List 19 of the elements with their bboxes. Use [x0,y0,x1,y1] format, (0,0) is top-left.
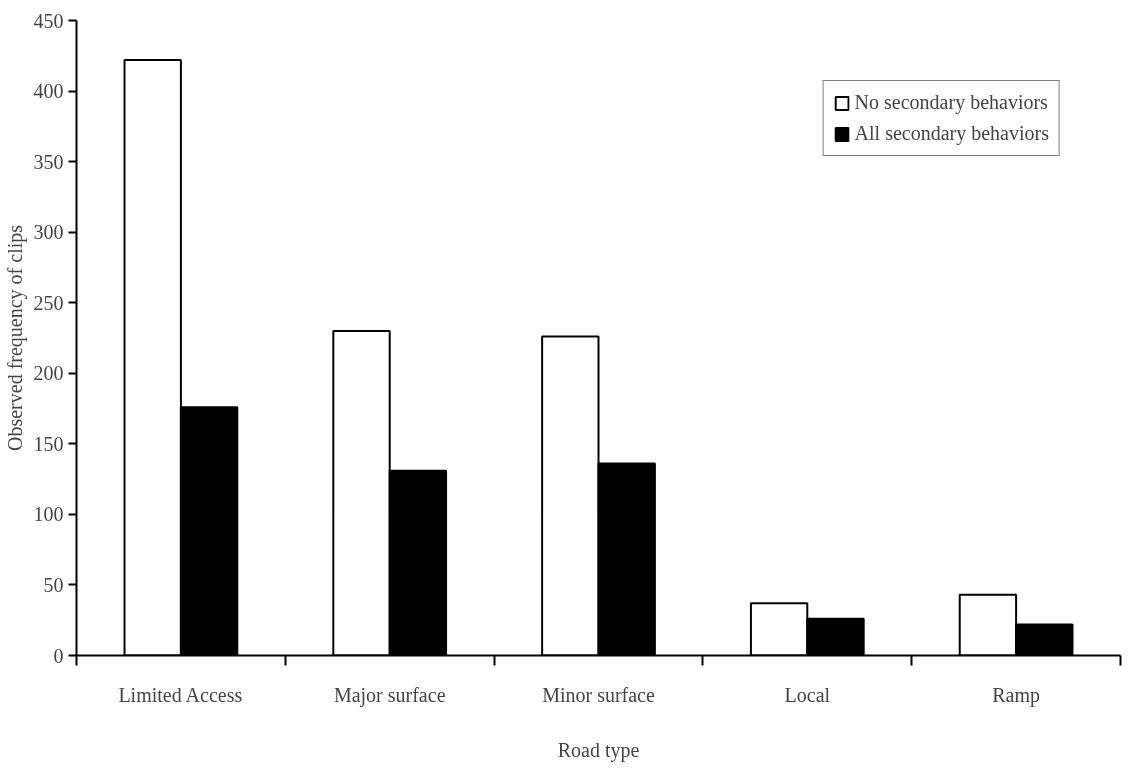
y-tick-label: 100 [33,503,64,526]
x-tick-label: Local [784,683,831,706]
x-tick-label: Major surface [333,683,446,707]
y-tick-label: 200 [33,362,64,385]
y-tick-label: 0 [53,644,64,667]
x-tick-label: Limited Access [118,683,243,706]
x-tick-label: Ramp [992,683,1040,707]
y-tick-label: 450 [33,9,64,32]
y-tick-label: 400 [33,80,64,103]
y-tick-label: 50 [43,573,64,596]
legend-label: No secondary behaviors [854,91,1048,114]
x-tick-label: Minor surface [542,683,655,706]
y-tick-label: 150 [33,432,64,455]
y-tick-label: 300 [33,221,64,244]
y-tick-label: 350 [33,150,64,173]
x-axis-title: Road type [557,738,640,762]
y-tick-label: 250 [33,291,64,314]
y-axis-title: Observed frequency of clips [3,224,27,452]
legend-label: All secondary behaviors [854,122,1049,145]
